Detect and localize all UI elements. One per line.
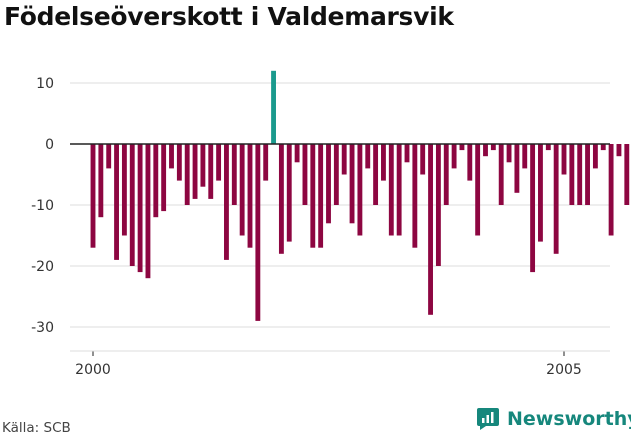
bar [231,144,237,205]
bar [553,144,559,254]
bar [333,144,339,205]
bar [600,144,606,151]
bar [318,144,324,248]
bar [522,144,528,169]
bar [624,144,630,205]
bar [255,144,261,321]
x-axis: 200020052010201520202025 [70,350,610,378]
bar [381,144,386,181]
y-tick-label: -30 [31,320,54,336]
bar [310,144,316,248]
bar [271,70,276,144]
bar [98,144,104,218]
bar [114,144,119,260]
bar [592,144,598,169]
bar [153,144,159,218]
bar [616,144,622,157]
bar [443,144,449,205]
bar [373,144,379,205]
bar [404,144,410,163]
bar [467,144,473,181]
y-tick-label: 0 [45,137,54,153]
bar [224,144,229,260]
y-tick-label: -10 [31,198,54,214]
bar [451,144,457,169]
bar [200,144,206,187]
bar [129,144,135,266]
bar [428,144,433,315]
bar [577,144,583,205]
bar [137,144,143,273]
newsworthy-brand: Newsworthy [476,407,631,431]
bar [349,144,355,224]
bar [263,144,269,181]
bar [435,144,441,266]
bar [569,144,575,205]
bar [365,144,371,169]
bar [161,144,167,212]
bar [341,144,347,175]
bar [208,144,214,199]
bar [530,144,536,273]
bar [184,144,190,205]
bar [538,144,543,242]
bar [145,144,151,279]
bar-series [90,70,630,321]
bar [608,144,614,236]
bar [483,144,488,157]
bar [459,144,465,151]
bar [585,144,590,205]
x-tick-label: 2005 [546,362,582,378]
chart-title: Födelseöverskott i Valdemarsvik [4,2,454,31]
grid-lines [70,82,610,328]
bar [90,144,96,248]
bar [239,144,245,236]
bar [286,144,292,242]
bar [106,144,112,169]
bar [514,144,520,193]
bar [490,144,496,151]
bar [412,144,418,248]
y-tick-label: -20 [31,259,54,275]
bar [326,144,331,224]
bar [247,144,253,248]
bar [302,144,308,205]
bar [176,144,182,181]
bar [396,144,402,236]
bar [357,144,363,236]
bar [278,144,284,254]
bar [506,144,512,163]
bar [169,144,174,169]
bar [121,144,127,236]
bar [498,144,504,205]
source-note: Källa: SCB [2,420,71,436]
brand-name: Newsworthy [507,408,631,430]
bar [545,144,551,151]
newsworthy-logo-icon [477,408,499,430]
y-axis: 10 0 -10 -20 -30 [31,76,54,336]
bar [294,144,300,163]
bar [216,144,222,181]
bar [420,144,426,175]
x-tick-label: 2000 [75,362,111,378]
y-tick-label: 10 [36,76,54,92]
bar [475,144,481,236]
bar [192,144,198,199]
bar [388,144,394,236]
bar [561,144,567,175]
